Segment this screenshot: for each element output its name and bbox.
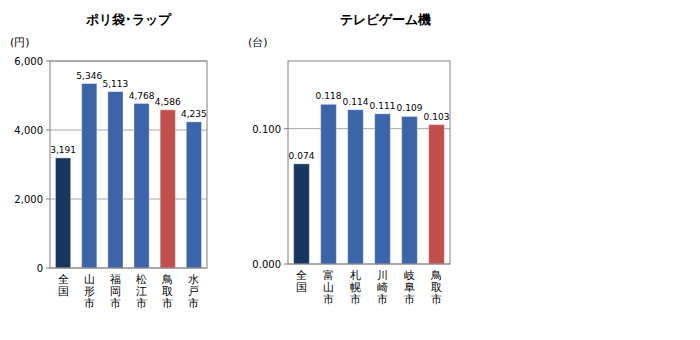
tick <box>46 268 50 269</box>
category-label: 札幌市 <box>350 269 361 306</box>
data-label: 0.074 <box>289 151 315 161</box>
category-label: 川崎市 <box>377 269 388 306</box>
category-label: 山形市 <box>84 273 95 310</box>
grid-line <box>50 199 207 200</box>
tick <box>284 264 288 265</box>
bar <box>402 116 418 264</box>
category-label: 富山市 <box>323 269 334 306</box>
chart: テレビゲーム機 (台) 0.000 0.100 0.074 0.1180.1140.111… <box>248 12 450 306</box>
data-label: 0.103 <box>424 112 450 122</box>
data-label: 0.111 <box>370 101 396 111</box>
bar <box>108 92 123 268</box>
bar <box>55 158 70 268</box>
plot-frame <box>288 61 450 264</box>
title: テレビゲーム機 <box>340 12 431 27</box>
tick-label: 0.000 <box>252 259 281 270</box>
plot-frame <box>50 61 207 268</box>
bar <box>186 122 201 268</box>
canvas: ポリ袋･ラップ (円) 0 2,000 4,000 6,000 3,191 5,3465,11… <box>0 0 700 340</box>
category-label: 全国 <box>296 269 307 294</box>
tick-label: 6,000 <box>14 56 43 67</box>
category-label: 全国 <box>58 273 69 298</box>
bar <box>321 104 337 264</box>
category-label: 鳥取市 <box>430 269 442 306</box>
data-label: 4,768 <box>129 91 155 101</box>
tick <box>46 130 50 131</box>
grid-line <box>288 128 450 129</box>
bar <box>429 125 445 264</box>
tick-label: 2,000 <box>14 194 43 205</box>
bars <box>294 104 445 264</box>
bar <box>348 110 364 264</box>
bar <box>294 164 310 264</box>
data-label: 0.114 <box>343 97 369 107</box>
chart: ポリ袋･ラップ (円) 0 2,000 4,000 6,000 3,191 5,3465,11… <box>10 12 207 310</box>
category-label: 福岡市 <box>110 273 121 310</box>
data-label: 0.109 <box>397 103 423 113</box>
axis-label: (円) <box>10 36 30 49</box>
tick <box>46 61 50 62</box>
data-label: 4,235 <box>181 109 207 119</box>
data-label: 3,191 <box>50 145 76 155</box>
bar <box>134 104 149 268</box>
bar <box>160 110 175 268</box>
tick-label: 0.100 <box>252 124 281 135</box>
tick-label: 4,000 <box>14 125 43 136</box>
bar <box>82 84 97 268</box>
tick <box>284 128 288 129</box>
data-label: 0.118 <box>316 91 342 101</box>
axis-label: (台) <box>248 36 268 49</box>
bars <box>55 84 201 268</box>
tick-label: 0 <box>37 263 43 274</box>
category-label: 松江市 <box>136 273 147 310</box>
data-label: 5,113 <box>103 79 129 89</box>
tick <box>46 199 50 200</box>
bar <box>375 114 391 264</box>
data-label: 5,346 <box>76 71 102 81</box>
data-label: 4,586 <box>155 97 181 107</box>
grid-line <box>50 130 207 131</box>
category-label: 水戸市 <box>188 273 199 310</box>
category-label: 鳥取市 <box>161 273 173 310</box>
category-label: 岐阜市 <box>404 269 415 306</box>
title: ポリ袋･ラップ <box>85 12 172 27</box>
